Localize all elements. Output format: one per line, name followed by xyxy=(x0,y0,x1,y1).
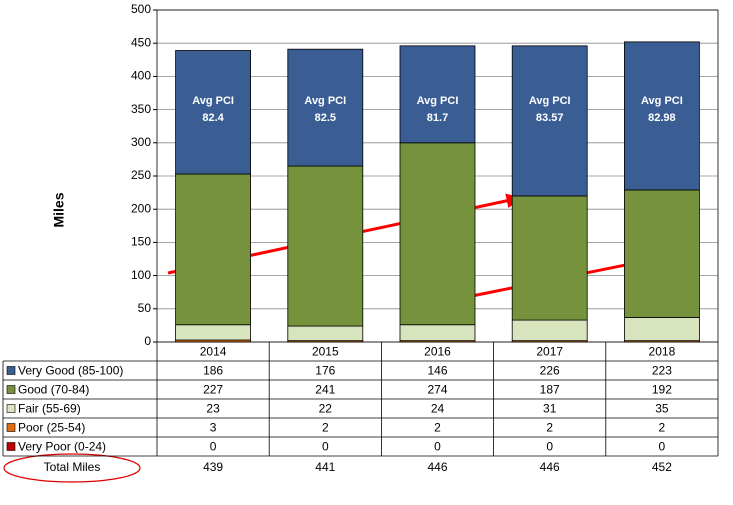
legend-swatch xyxy=(6,423,16,432)
total-label: Total Miles xyxy=(44,460,101,474)
y-tick-label: 450 xyxy=(131,35,151,49)
highlight-ellipse xyxy=(3,453,141,483)
table-value: 241 xyxy=(315,383,335,397)
total-value: 441 xyxy=(315,460,335,474)
legend-label: Very Good (85-100) xyxy=(18,364,123,378)
table-value: 0 xyxy=(659,440,666,454)
bar-segment xyxy=(399,324,476,342)
table-value: 176 xyxy=(315,364,335,378)
table-value: 2 xyxy=(434,421,441,435)
bar-segment xyxy=(287,165,364,327)
table-value: 187 xyxy=(540,383,560,397)
bar-segment xyxy=(399,45,476,144)
bar-segment xyxy=(399,142,476,326)
table-value: 24 xyxy=(431,402,445,416)
total-value: 446 xyxy=(540,460,560,474)
bar-segment xyxy=(175,50,252,175)
table-value: 3 xyxy=(210,421,217,435)
bar-segment xyxy=(511,319,588,342)
table-value: 2 xyxy=(322,421,329,435)
x-tick-label: 2015 xyxy=(312,345,339,359)
pci-value: 81.7 xyxy=(427,112,448,124)
x-tick-label: 2016 xyxy=(424,345,451,359)
y-tick-label: 500 xyxy=(131,2,151,16)
x-tick-label: 2014 xyxy=(200,345,227,359)
table-value: 0 xyxy=(322,440,329,454)
bar-segment xyxy=(624,317,700,342)
y-tick-label: 0 xyxy=(144,334,151,348)
pci-value: 83.57 xyxy=(536,112,564,124)
bar-segment xyxy=(511,195,588,321)
table-value: 0 xyxy=(434,440,441,454)
pci-label: Avg PCI xyxy=(192,95,234,107)
total-value: 446 xyxy=(427,460,447,474)
table-value: 31 xyxy=(543,402,557,416)
legend-label: Poor (25-54) xyxy=(18,421,85,435)
total-value: 439 xyxy=(203,460,223,474)
y-tick-label: 250 xyxy=(131,168,151,182)
table-value: 2 xyxy=(659,421,666,435)
bar-segment xyxy=(175,324,252,341)
y-tick-label: 350 xyxy=(131,102,151,116)
table-value: 226 xyxy=(540,364,560,378)
table-value: 192 xyxy=(652,383,672,397)
table-value: 186 xyxy=(203,364,223,378)
y-tick-label: 400 xyxy=(131,69,151,83)
bar-segment xyxy=(175,173,252,326)
legend-label: Very Poor (0-24) xyxy=(18,440,106,454)
pci-label: Avg PCI xyxy=(641,95,683,107)
pci-value: 82.5 xyxy=(315,112,336,124)
pci-label: Avg PCI xyxy=(529,95,571,107)
legend-swatch xyxy=(6,385,16,394)
table-value: 0 xyxy=(546,440,553,454)
table-value: 223 xyxy=(652,364,672,378)
legend-label: Fair (55-69) xyxy=(18,402,81,416)
bar-segment xyxy=(287,325,364,342)
pci-label: Avg PCI xyxy=(417,95,459,107)
pci-label: Avg PCI xyxy=(304,95,346,107)
legend-swatch xyxy=(6,442,16,451)
table-value: 22 xyxy=(319,402,333,416)
legend-swatch xyxy=(6,366,16,375)
y-tick-label: 50 xyxy=(138,301,152,315)
table-value: 146 xyxy=(427,364,447,378)
x-tick-label: 2018 xyxy=(649,345,676,359)
bar-segment xyxy=(624,189,700,318)
table-value: 2 xyxy=(546,421,553,435)
bar-segment xyxy=(624,41,700,191)
x-tick-label: 2017 xyxy=(536,345,563,359)
legend-swatch xyxy=(6,404,16,413)
pci-value: 82.98 xyxy=(648,112,676,124)
y-tick-label: 100 xyxy=(131,268,151,282)
y-tick-label: 200 xyxy=(131,201,151,215)
y-tick-label: 300 xyxy=(131,135,151,149)
legend-label: Good (70-84) xyxy=(18,383,89,397)
bar-segment xyxy=(511,45,588,197)
table-value: 274 xyxy=(427,383,447,397)
total-value: 452 xyxy=(652,460,672,474)
y-axis-label: Miles xyxy=(51,192,67,227)
table-value: 35 xyxy=(655,402,669,416)
y-tick-label: 150 xyxy=(131,235,151,249)
table-value: 23 xyxy=(206,402,220,416)
bar-segment xyxy=(287,48,364,167)
table-value: 227 xyxy=(203,383,223,397)
table-value: 0 xyxy=(210,440,217,454)
pci-value: 82.4 xyxy=(202,112,224,124)
